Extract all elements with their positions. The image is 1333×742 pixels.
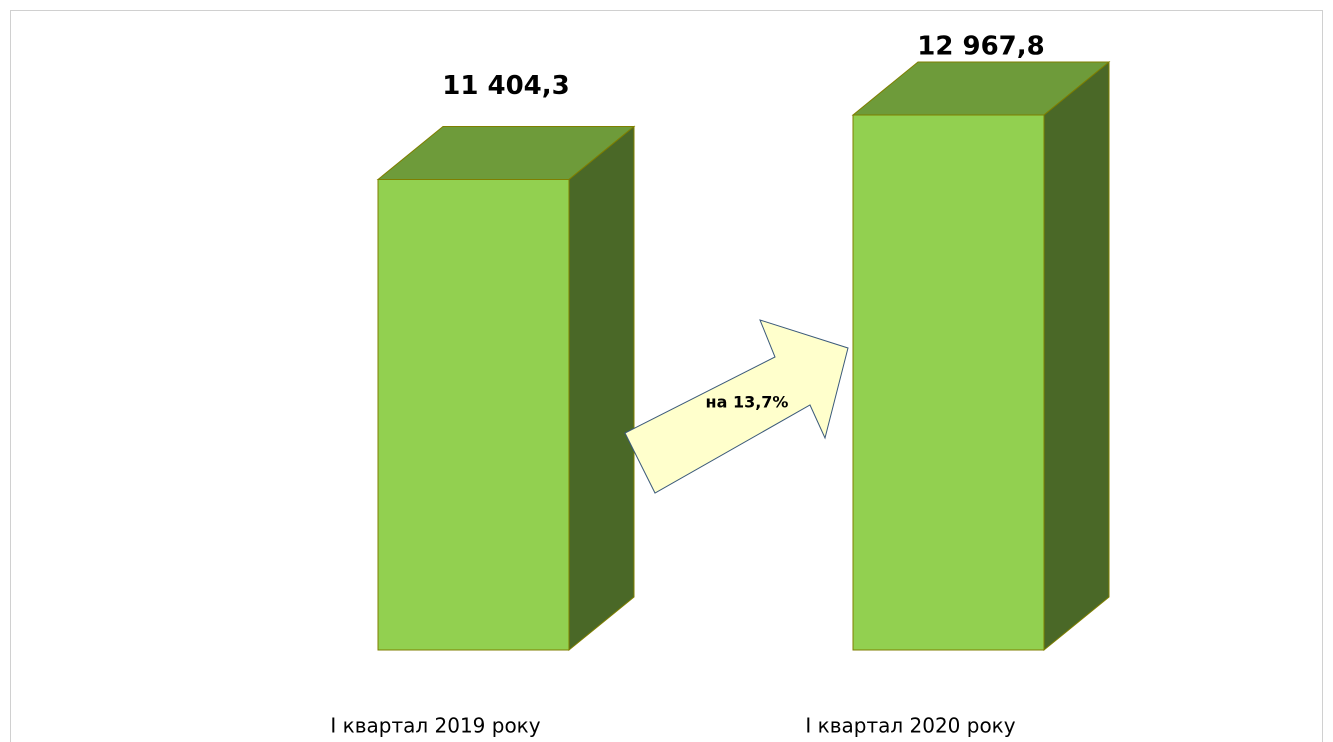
value-label: 12 967,8 [917,32,1044,62]
bar-front [377,179,570,651]
bar [851,60,1111,652]
growth-arrow [624,319,849,494]
bar [376,125,636,652]
chart-frame [10,10,1323,742]
bar-front [852,114,1045,651]
bar-side [568,125,635,652]
x-tick-label: І квартал 2020 року [805,714,1015,738]
bar-side [1043,60,1110,652]
annotation: на 13,7% [706,393,789,412]
value-label: 11 404,3 [442,71,569,101]
x-tick-label: І квартал 2019 року [330,714,540,738]
